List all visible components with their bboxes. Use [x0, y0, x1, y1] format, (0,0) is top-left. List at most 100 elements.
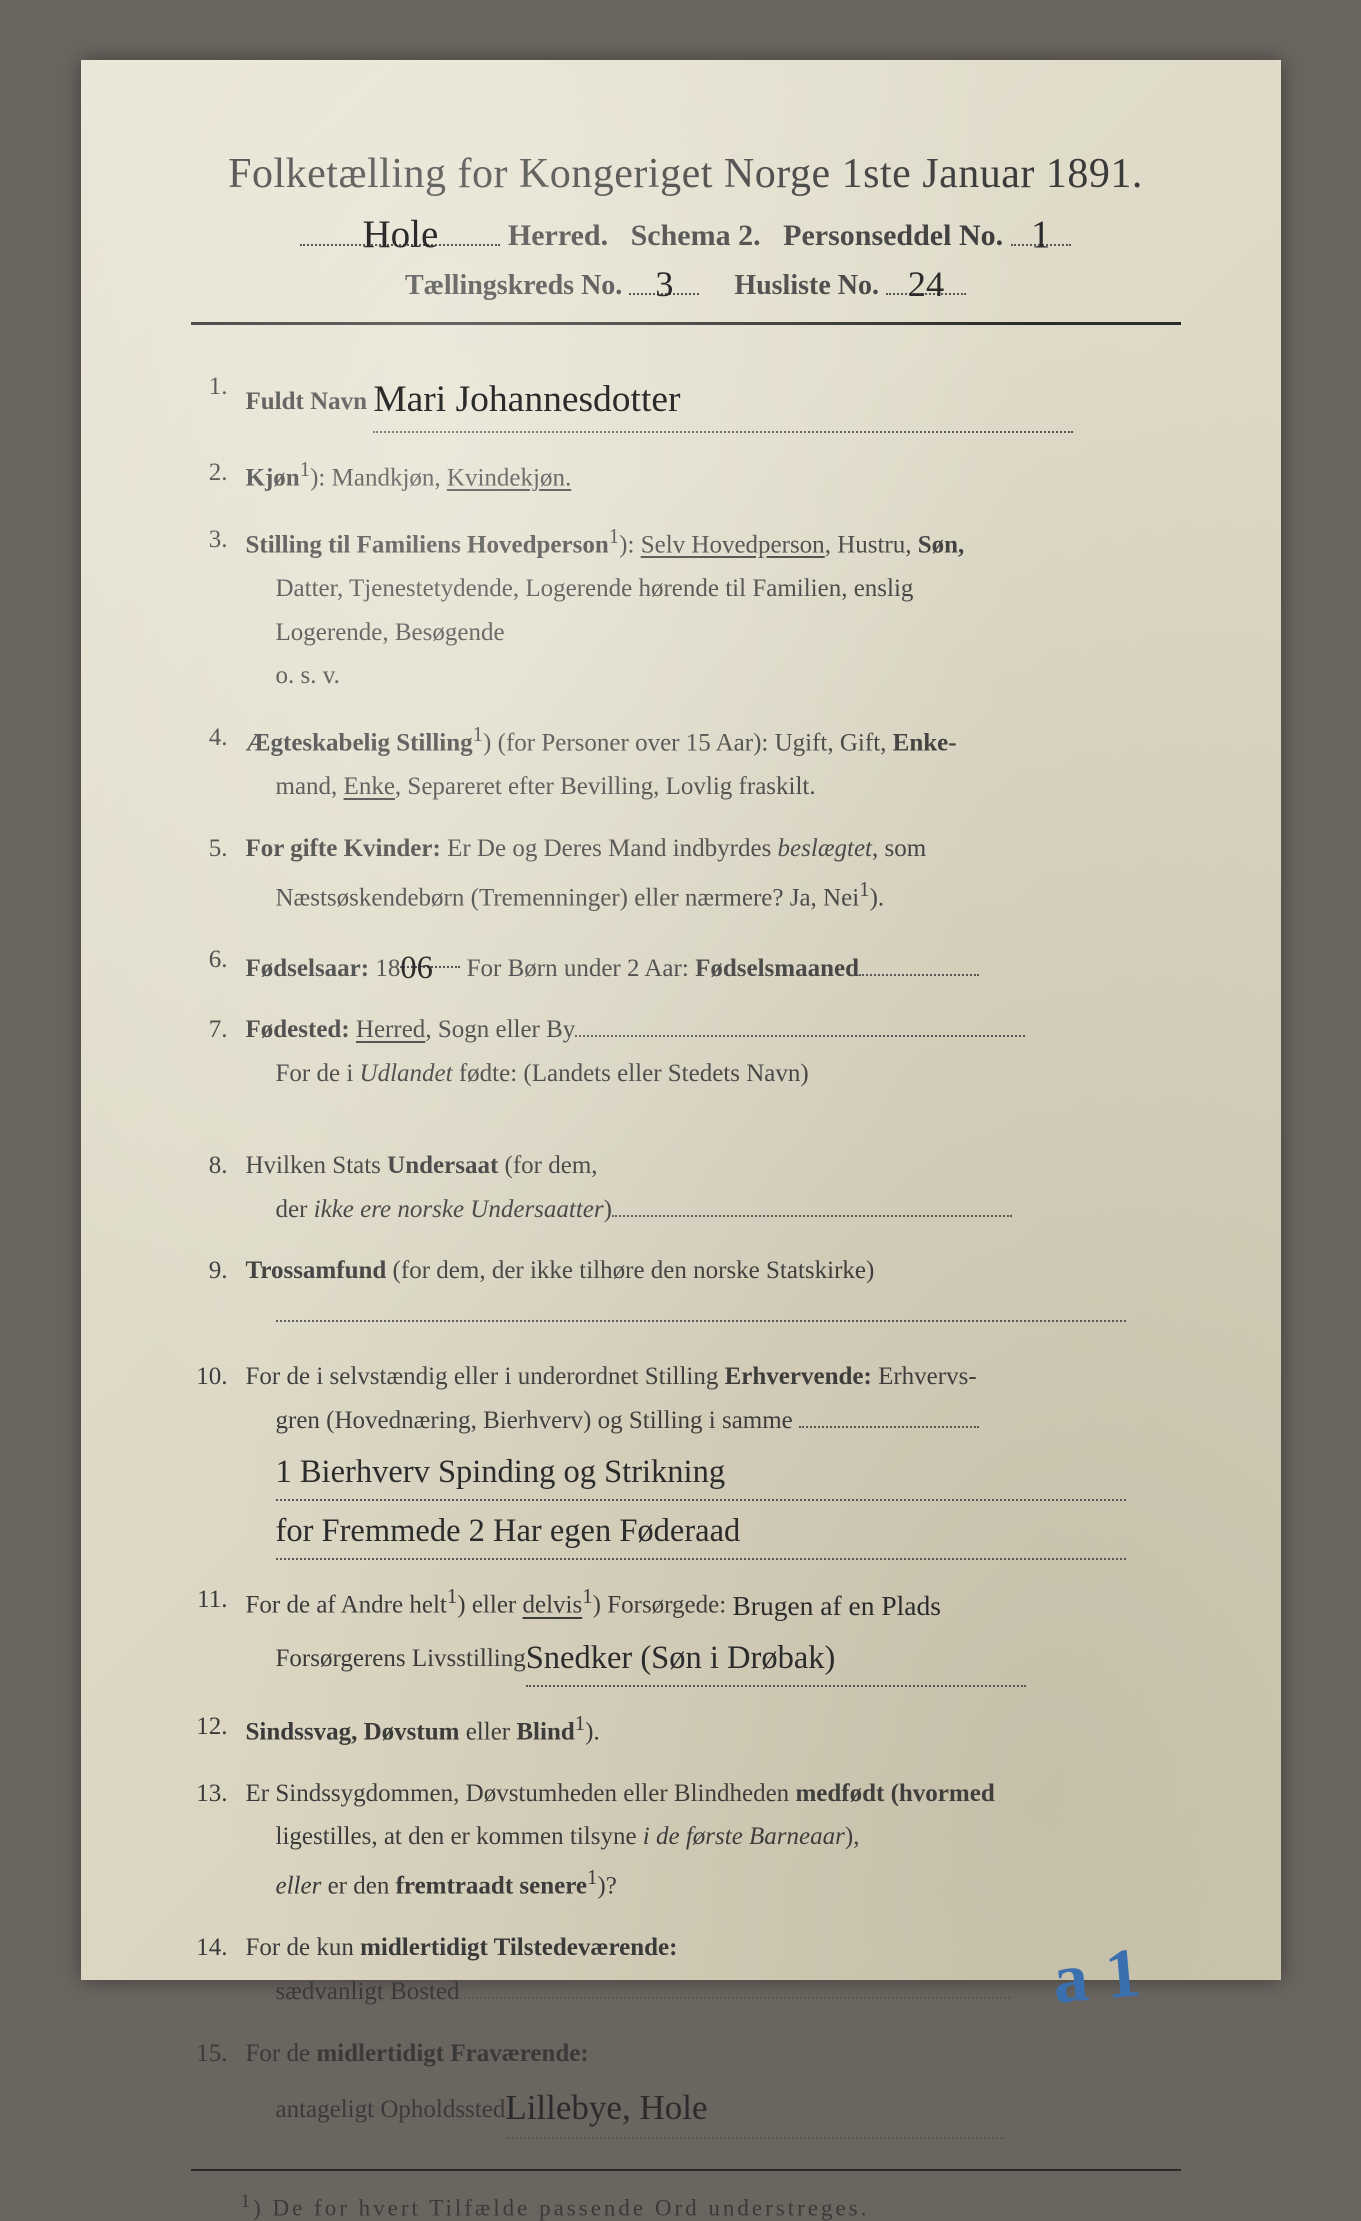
field-2-rest: ): Mandkjøn, [310, 464, 447, 491]
field-13-line2a: ligestilles, at den er kommen tilsyne [276, 1823, 643, 1850]
field-13-sup: 1 [587, 1865, 597, 1889]
field-3-sup: 1 [609, 524, 619, 548]
field-3-son: Søn, [918, 531, 965, 558]
field-12-sup: 1 [575, 1711, 585, 1735]
footnote-text: ) De for hvert Tilfælde passende Ord und… [253, 2195, 869, 2220]
header-rule [191, 322, 1181, 325]
field-14-line2: sædvanligt Bosted [276, 1978, 460, 2005]
field-14-num: 14. [191, 1926, 246, 1970]
field-13-bold3: fremtraadt senere [396, 1872, 587, 1899]
footer-rule [191, 2169, 1181, 2171]
taellingskreds-label: Tællingskreds No. [405, 270, 622, 301]
field-7-line2b: fødte: (Landets eller Stedets Navn) [453, 1060, 809, 1087]
personseddel-label: Personseddel No. [783, 219, 1003, 252]
field-8-bold1: Undersaat [387, 1152, 498, 1179]
field-3: 3. Stilling til Familiens Hovedperson1):… [191, 518, 1181, 698]
field-7-num: 7. [191, 1008, 246, 1052]
spacer [191, 1114, 1181, 1144]
field-3-tail: , Hustru, [825, 531, 918, 558]
field-13-num: 13. [191, 1772, 246, 1816]
field-3-line4: o. s. v. [246, 654, 1181, 698]
husliste-hw: 24 [908, 263, 944, 305]
herred-label: Herred. [508, 219, 608, 252]
field-7-blank [575, 1035, 1025, 1037]
field-15-bold1: midlertidigt Fraværende: [316, 2040, 588, 2067]
field-2-kvindekjon: Kvindekjøn. [447, 464, 571, 491]
field-3-line2: Datter, Tjenestetydende, Logerende høren… [246, 567, 1181, 611]
personseddel-no-hw: 1 [1031, 212, 1051, 257]
field-15-line2: antageligt Opholdssted [276, 2096, 506, 2123]
field-13-bold1: medfødt (hvormed [795, 1780, 994, 1807]
field-12-label: Sindssvag, Døvstum [246, 1718, 460, 1745]
field-3-selv: Selv Hovedperson [641, 531, 825, 558]
header-line-1: Hole Herred. Schema 2. Personseddel No. … [191, 210, 1181, 253]
field-9-rest: (for dem, der ikke tilhøre den norske St… [386, 1257, 874, 1284]
field-14-line1: For de kun [246, 1934, 361, 1961]
field-8-rest2: ) [604, 1196, 612, 1223]
field-15-line1: For de [246, 2040, 317, 2067]
field-9-label: Trossamfund [246, 1257, 387, 1284]
field-2-label: Kjøn [246, 464, 300, 491]
field-10-rest1: Erhvervs- [872, 1363, 977, 1390]
field-4-label: Ægteskabelig Stilling [246, 729, 473, 756]
field-5-sup: 1 [859, 877, 869, 901]
field-7-udlandet: Udlandet [360, 1060, 453, 1087]
field-11-num: 11. [191, 1578, 246, 1622]
field-4-num: 4. [191, 716, 246, 760]
field-11-sup2: 1 [582, 1584, 592, 1608]
field-12-tail: ). [585, 1718, 600, 1745]
field-7-line2a: For de i [276, 1060, 360, 1087]
field-2: 2. Kjøn1): Mandkjøn, Kvindekjøn. [191, 451, 1181, 500]
field-2-num: 2. [191, 451, 246, 495]
taellingskreds-hw: 3 [655, 263, 673, 305]
field-13: 13. Er Sindssygdommen, Døvstumheden elle… [191, 1772, 1181, 1909]
field-13-rest3: er den [321, 1872, 395, 1899]
field-13-tail: )? [597, 1872, 616, 1899]
field-12-num: 12. [191, 1705, 246, 1749]
field-10-hw1: 1 Bierhverv Spinding og Strikning [276, 1444, 726, 1501]
field-2-sup: 1 [300, 457, 310, 481]
field-4-enke: Enke- [893, 729, 957, 756]
field-5-rest1: Er De og Deres Mand indbyrdes [441, 835, 778, 862]
field-6-label: Fødselsaar: [246, 955, 370, 982]
field-5-label: For gifte Kvinder: [246, 835, 441, 862]
field-11-hw2: Snedker (Søn i Drøbak) [526, 1630, 836, 1687]
field-8-blank [612, 1215, 1012, 1217]
field-8-line1: Hvilken Stats [246, 1152, 388, 1179]
field-10-blank1 [799, 1426, 979, 1428]
field-14-blank [460, 1997, 1010, 1999]
field-10-line2: gren (Hovednæring, Bierhverv) og Stillin… [276, 1407, 793, 1434]
census-form-page: Folketælling for Kongeriget Norge 1ste J… [81, 60, 1281, 1980]
field-11: 11. For de af Andre helt1) eller delvis1… [191, 1578, 1181, 1686]
field-14-bold1: midlertidigt Tilstedeværende: [360, 1934, 677, 1961]
field-3-line3: Logerende, Besøgende [246, 611, 1181, 655]
field-8-line2a: der [276, 1196, 314, 1223]
field-5-num: 5. [191, 827, 246, 871]
field-7-rest: , Sogn eller By [425, 1016, 575, 1043]
form-title: Folketælling for Kongeriget Norge 1ste J… [191, 150, 1181, 198]
field-15-num: 15. [191, 2032, 246, 2076]
herred-handwritten: Hole [362, 212, 438, 257]
field-10-hw2: for Fremmede 2 Har egen Føderaad [276, 1503, 741, 1560]
field-11-line2: Forsørgerens Livsstilling [276, 1645, 526, 1672]
field-3-rest: ): [619, 531, 641, 558]
field-5-ital1: beslægtet [778, 835, 872, 862]
field-3-num: 3. [191, 518, 246, 562]
field-4-line2b: , Separeret efter Bevilling, Lovlig fras… [395, 773, 816, 800]
field-13-rest2: ), [845, 1823, 860, 1850]
field-13-line3a: eller [276, 1872, 322, 1899]
field-9-num: 9. [191, 1249, 246, 1293]
field-13-ital1: i de første Barneaar [643, 1823, 845, 1850]
field-5: 5. For gifte Kvinder: Er De og Deres Man… [191, 827, 1181, 920]
field-11-delvis: delvis [523, 1592, 583, 1619]
field-4-line2a: mand, [276, 773, 344, 800]
husliste-label: Husliste No. [734, 270, 879, 301]
schema-label: Schema 2. [631, 219, 761, 252]
field-10: 10. For de i selvstændig eller i underor… [191, 1355, 1181, 1560]
field-5-tail: ). [870, 884, 885, 911]
field-4-sup: 1 [473, 722, 483, 746]
field-9: 9. Trossamfund (for dem, der ikke tilhør… [191, 1249, 1181, 1337]
field-6: 6. Fødselsaar: 1806 For Børn under 2 Aar… [191, 938, 1181, 991]
field-12-blind: Blind [516, 1718, 574, 1745]
field-8-rest1: (for dem, [498, 1152, 597, 1179]
